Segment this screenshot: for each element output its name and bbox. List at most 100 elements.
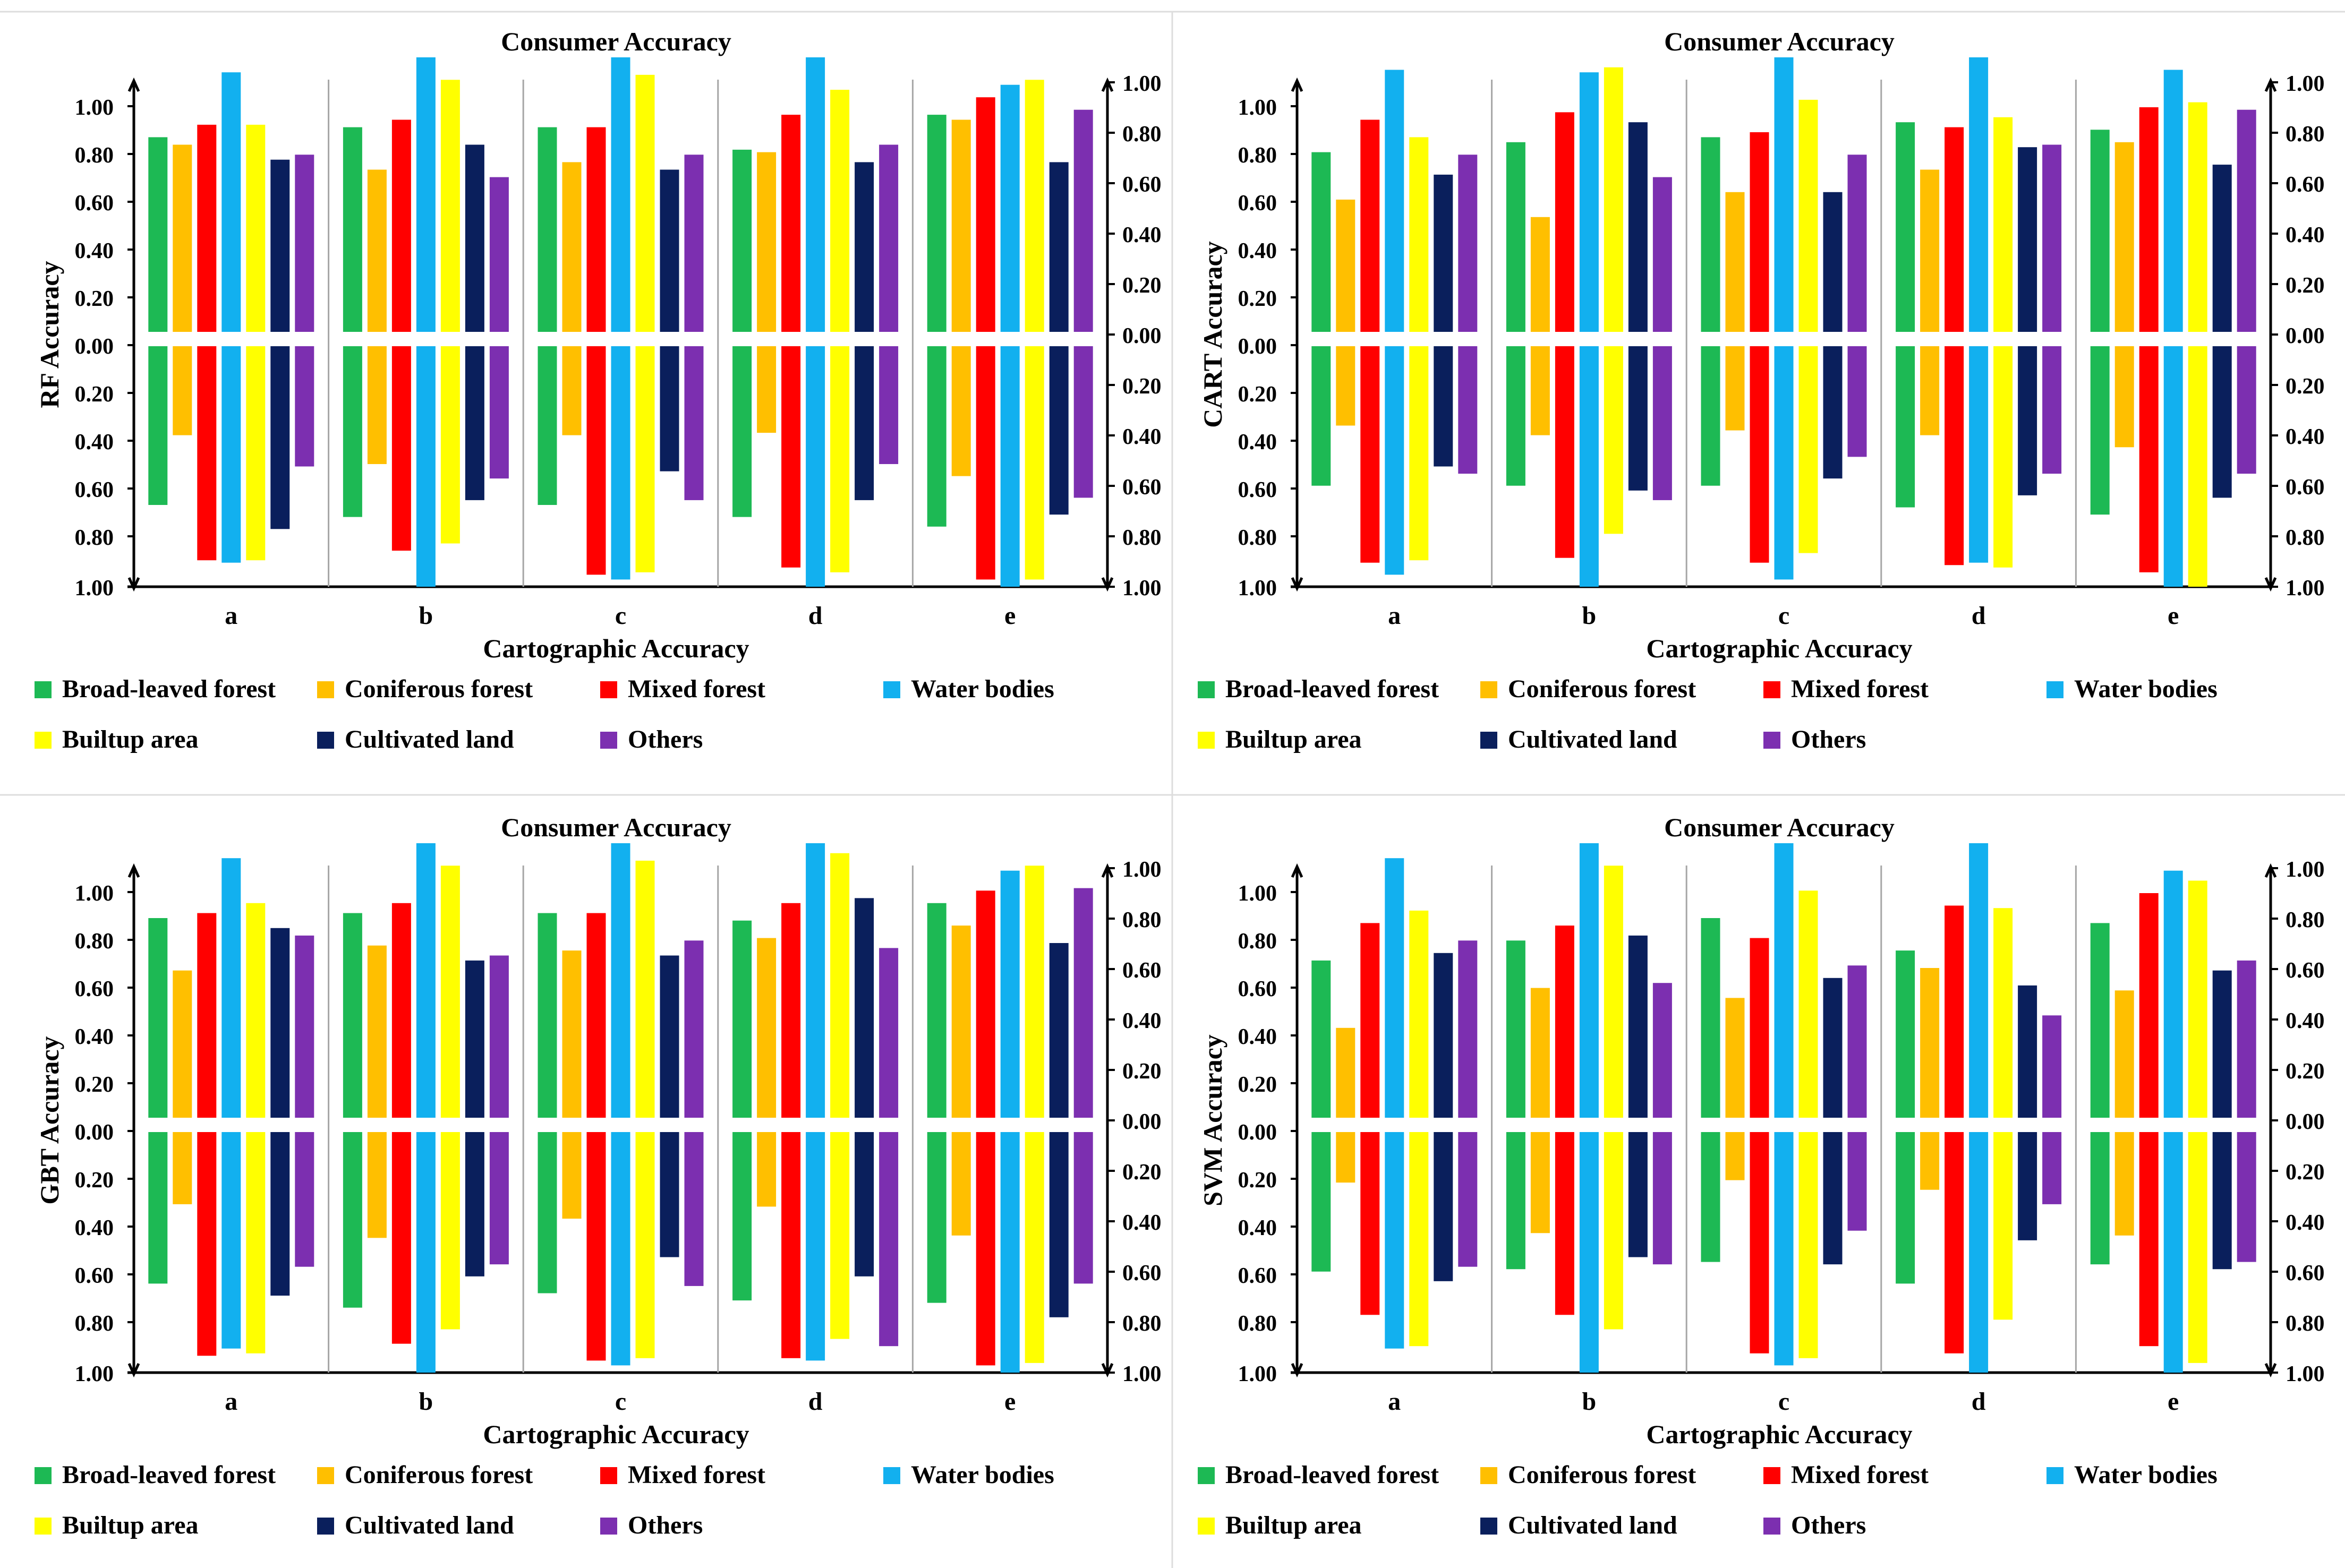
bar-upper-d-5: [1993, 908, 2013, 1118]
bar-lower-e-7: [1073, 346, 1093, 498]
bar-lower-d-5: [1993, 346, 2013, 568]
bar-lower-d-3: [781, 346, 801, 568]
bar-upper-c-5: [635, 860, 655, 1118]
left-tick-label: 0.60: [75, 478, 114, 502]
legend-swatch: [35, 1467, 52, 1484]
legend-swatch: [600, 1467, 617, 1484]
legend-label: Water bodies: [2074, 675, 2218, 703]
right-axis-arrows: [2264, 77, 2277, 592]
bar-upper-a-7: [1458, 940, 1478, 1118]
bar-upper-a-7: [295, 155, 314, 332]
bar-lower-e-4: [2163, 1132, 2183, 1373]
legend-label: Coniferous forest: [1508, 1461, 1696, 1489]
bar-lower-b-1: [343, 346, 362, 517]
category-label: c: [615, 1387, 626, 1416]
bar-lower-b-7: [1652, 1132, 1672, 1265]
left-tick-label: 0.20: [75, 1073, 114, 1097]
bar-lower-d-5: [1993, 1132, 2013, 1320]
bar-upper-d-5: [830, 853, 850, 1118]
bar-lower-e-4: [1000, 346, 1020, 587]
legend-label: Builtup area: [1225, 725, 1362, 753]
right-tick-label: 0.80: [1122, 526, 1162, 550]
bar-lower-c-5: [635, 1132, 655, 1358]
bar-upper-d-4: [806, 843, 825, 1118]
bar-lower-e-1: [2090, 346, 2110, 515]
legend-label: Water bodies: [2074, 1461, 2218, 1489]
legend-swatch: [2046, 681, 2063, 698]
bar-upper-b-4: [1579, 843, 1599, 1118]
chart-title: Consumer Accuracy: [501, 812, 731, 842]
left-tick-label: 0.40: [1238, 1025, 1277, 1049]
bar-lower-a-1: [1311, 346, 1331, 486]
legend-swatch: [1763, 1467, 1780, 1484]
bar-lower-c-2: [1725, 346, 1745, 431]
left-tick-label: 0.40: [1238, 1216, 1277, 1240]
bar-upper-a-2: [173, 144, 192, 332]
left-axis-arrows: [127, 863, 140, 1378]
bar-upper-c-3: [1750, 132, 1769, 332]
bar-lower-b-6: [465, 1132, 484, 1276]
legend-label: Others: [628, 1511, 703, 1539]
bar-upper-b-5: [440, 80, 460, 332]
bar-lower-c-4: [1774, 346, 1794, 580]
bar-lower-e-6: [2212, 1132, 2232, 1270]
bar-lower-b-5: [440, 346, 460, 544]
bar-lower-d-2: [757, 346, 777, 433]
left-tick-label: 0.60: [1238, 478, 1277, 502]
bar-lower-d-6: [855, 346, 874, 500]
bar-lower-a-4: [1385, 1132, 1404, 1349]
bar-lower-d-7: [879, 1132, 899, 1347]
bar-upper-e-5: [2188, 880, 2207, 1118]
bar-upper-c-1: [538, 127, 557, 332]
bar-upper-a-5: [246, 903, 266, 1118]
bar-upper-b-7: [1652, 177, 1672, 332]
bar-upper-b-6: [465, 960, 484, 1118]
legend-swatch: [600, 1518, 617, 1535]
bar-upper-e-3: [2139, 107, 2159, 332]
bar-lower-e-5: [2188, 1132, 2207, 1363]
bar-upper-d-4: [1969, 57, 1989, 332]
category-label: a: [225, 1387, 237, 1416]
bar-upper-b-2: [367, 945, 387, 1118]
bar-upper-c-7: [684, 155, 704, 332]
category-label: b: [1582, 1387, 1597, 1416]
bar-upper-b-3: [391, 903, 411, 1118]
bar-upper-d-7: [2042, 1015, 2062, 1118]
x-axis-title: Cartographic Accuracy: [483, 1419, 749, 1449]
bar-lower-b-2: [1530, 1132, 1550, 1233]
right-tick-label: 0.80: [1122, 1312, 1162, 1336]
legend-label: Builtup area: [62, 725, 199, 753]
bar-upper-e-5: [1025, 80, 1044, 332]
legend-label: Broad-leaved forest: [1225, 1461, 1439, 1489]
legend-swatch: [1198, 681, 1215, 698]
bar-lower-b-3: [391, 346, 411, 551]
bar-lower-d-5: [830, 346, 850, 572]
bar-lower-b-1: [1506, 346, 1525, 486]
legend-label: Mixed forest: [1791, 1461, 1929, 1489]
bar-lower-a-1: [148, 346, 168, 505]
left-tick-label: 0.60: [75, 191, 114, 216]
bar-upper-c-7: [1847, 965, 1867, 1118]
category-label: a: [1388, 602, 1401, 630]
bar-lower-a-1: [1311, 1132, 1331, 1272]
category-label: e: [2168, 1387, 2179, 1416]
bar-lower-a-5: [246, 1132, 266, 1353]
legend-swatch: [1198, 732, 1215, 749]
bar-lower-a-3: [1360, 346, 1380, 563]
bar-upper-e-4: [1000, 84, 1020, 332]
bar-lower-e-2: [2114, 1132, 2134, 1236]
bar-lower-c-3: [586, 346, 606, 575]
bar-lower-c-3: [586, 1132, 606, 1361]
bar-upper-d-2: [757, 938, 777, 1118]
bar-upper-e-7: [2237, 109, 2256, 332]
bar-lower-c-6: [1823, 346, 1843, 479]
bar-lower-d-7: [2042, 1132, 2062, 1204]
bar-upper-c-6: [660, 169, 679, 332]
y-axis-title: GBT Accuracy: [35, 1036, 64, 1204]
bar-lower-e-4: [2163, 346, 2183, 587]
left-tick-label: 0.00: [1238, 335, 1277, 359]
bar-lower-b-3: [1555, 1132, 1574, 1315]
bar-lower-d-4: [1969, 346, 1989, 563]
left-tick-label: 0.00: [75, 1120, 114, 1145]
legend-label: Others: [1791, 725, 1866, 753]
